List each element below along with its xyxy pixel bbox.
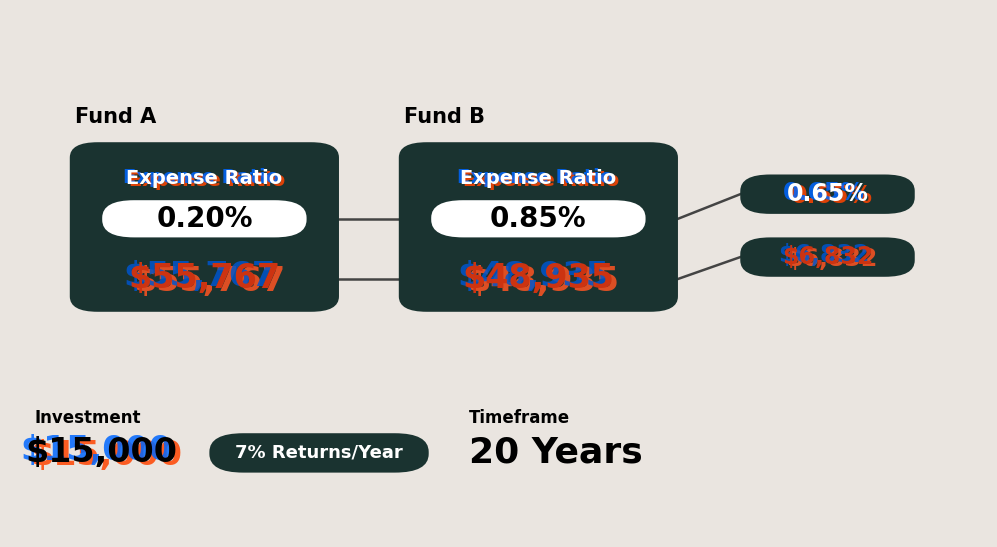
Text: $55,767: $55,767 — [129, 263, 280, 295]
Text: Expense Ratio: Expense Ratio — [458, 168, 613, 187]
Text: 7% Returns/Year: 7% Returns/Year — [235, 444, 403, 462]
Text: Investment: Investment — [35, 410, 142, 427]
Text: $6,832: $6,832 — [786, 247, 877, 271]
Text: $15,000: $15,000 — [31, 439, 182, 472]
Text: 0.65%: 0.65% — [783, 181, 864, 205]
Text: $6,832: $6,832 — [782, 245, 873, 269]
Text: 0.85%: 0.85% — [491, 205, 586, 233]
Text: $48,935: $48,935 — [468, 265, 619, 298]
FancyBboxPatch shape — [102, 200, 307, 237]
FancyBboxPatch shape — [209, 433, 429, 473]
Text: Expense Ratio: Expense Ratio — [461, 170, 616, 188]
Text: $6,832: $6,832 — [778, 243, 869, 267]
FancyBboxPatch shape — [70, 142, 339, 312]
Text: $15,000: $15,000 — [26, 437, 177, 469]
Text: $48,935: $48,935 — [463, 263, 614, 295]
Text: Expense Ratio: Expense Ratio — [124, 168, 279, 187]
Text: 20 Years: 20 Years — [469, 436, 642, 470]
FancyBboxPatch shape — [399, 142, 678, 312]
Text: Expense Ratio: Expense Ratio — [130, 171, 285, 190]
Text: Expense Ratio: Expense Ratio — [464, 171, 619, 190]
Text: Expense Ratio: Expense Ratio — [127, 170, 282, 188]
FancyBboxPatch shape — [431, 200, 646, 237]
Text: Fund B: Fund B — [404, 107, 485, 127]
Text: Fund A: Fund A — [75, 107, 156, 127]
FancyBboxPatch shape — [740, 174, 915, 214]
Text: $15,000: $15,000 — [21, 434, 172, 467]
FancyBboxPatch shape — [740, 237, 915, 277]
Text: Timeframe: Timeframe — [469, 410, 569, 427]
Text: $55,767: $55,767 — [134, 265, 285, 298]
Text: $48,935: $48,935 — [458, 260, 609, 293]
Text: $55,767: $55,767 — [124, 260, 275, 293]
Text: 0.65%: 0.65% — [787, 182, 868, 206]
Text: 0.65%: 0.65% — [791, 184, 872, 208]
Text: 0.20%: 0.20% — [157, 205, 252, 233]
